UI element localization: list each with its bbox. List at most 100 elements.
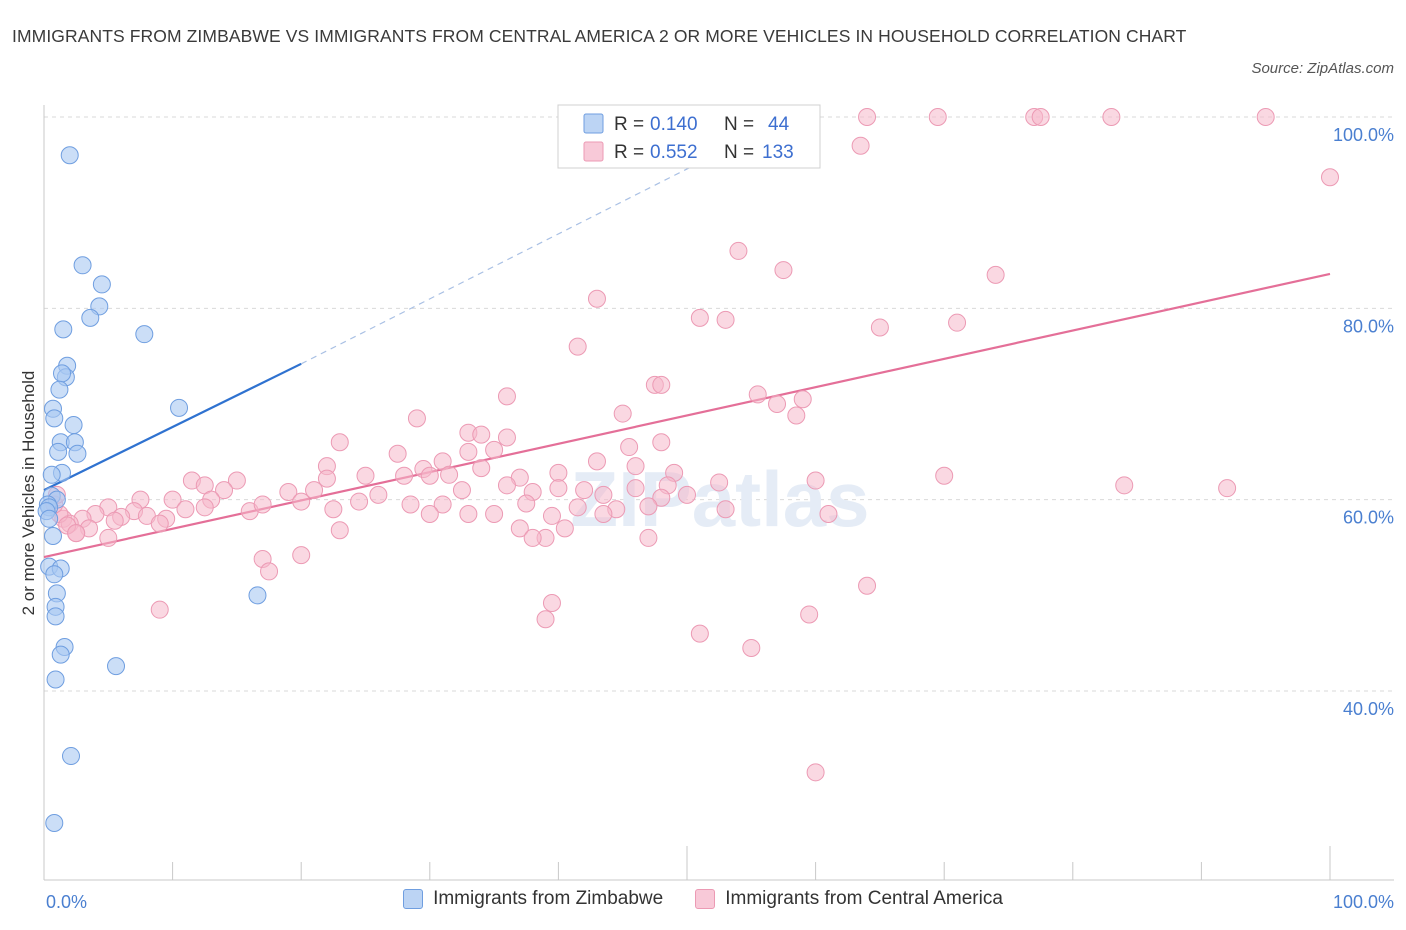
point-central-america: [292, 546, 311, 565]
point-central-america: [459, 505, 478, 524]
point-central-america: [858, 576, 877, 595]
point-central-america: [485, 440, 504, 459]
point-central-america: [986, 265, 1005, 284]
point-central-america: [870, 318, 889, 337]
point-central-america: [440, 465, 459, 484]
x-tick-label: 100.0%: [1333, 892, 1394, 912]
point-central-america: [317, 469, 336, 488]
point-zimbabwe: [92, 275, 111, 294]
point-central-america: [575, 481, 594, 500]
point-central-america: [1256, 108, 1275, 126]
point-central-america: [594, 505, 613, 524]
point-central-america: [420, 466, 439, 485]
point-zimbabwe: [135, 325, 154, 344]
point-zimbabwe: [170, 398, 189, 417]
point-central-america: [395, 466, 414, 485]
point-central-america: [150, 514, 169, 533]
point-central-america: [652, 433, 671, 452]
legend-r-value-2: 0.552: [650, 142, 698, 163]
point-central-america: [858, 108, 877, 126]
point-central-america: [536, 610, 555, 629]
point-central-america: [935, 466, 954, 485]
point-central-america: [472, 459, 491, 478]
point-central-america: [594, 485, 613, 504]
legend-n-value-1: 44: [768, 114, 790, 135]
y-tick-label: 60.0%: [1343, 508, 1394, 528]
point-zimbabwe: [46, 670, 65, 689]
point-central-america: [555, 519, 574, 538]
point-zimbabwe: [46, 607, 65, 626]
point-central-america: [774, 261, 793, 280]
point-central-america: [459, 442, 478, 461]
point-central-america: [523, 528, 542, 547]
point-central-america: [806, 471, 825, 490]
point-central-america: [472, 425, 491, 444]
point-zimbabwe: [53, 364, 72, 383]
point-central-america: [1218, 479, 1237, 498]
point-central-america: [1031, 108, 1050, 126]
point-central-america: [626, 479, 645, 498]
point-central-america: [176, 500, 195, 519]
point-central-america: [613, 404, 632, 423]
legend-n-label-2: N =: [724, 142, 754, 163]
point-zimbabwe: [40, 509, 59, 528]
legend-swatch-central-america: [583, 141, 604, 162]
point-central-america: [105, 511, 124, 530]
point-central-america: [305, 481, 324, 500]
point-central-america: [800, 605, 819, 624]
point-zimbabwe: [62, 747, 81, 766]
point-central-america: [497, 387, 516, 406]
point-central-america: [517, 494, 536, 513]
point-central-america: [356, 466, 375, 485]
point-central-america: [292, 492, 311, 511]
legend-swatch-pink: [695, 889, 716, 909]
point-central-america: [1102, 108, 1121, 126]
bottom-legend-label-zimbabwe: Immigrants from Zimbabwe: [433, 888, 664, 909]
point-central-america: [768, 395, 787, 413]
point-central-america: [678, 485, 696, 504]
point-zimbabwe: [49, 442, 68, 461]
point-zimbabwe: [64, 416, 83, 435]
y-tick-label: 100.0%: [1333, 125, 1394, 145]
point-zimbabwe: [107, 657, 126, 676]
point-zimbabwe: [73, 256, 92, 275]
x-tick-label: 0.0%: [46, 892, 87, 912]
point-central-america: [163, 490, 182, 509]
point-central-america: [150, 600, 169, 619]
trendline-zimbabwe: [43, 362, 302, 492]
legend-r-label-1: R =: [614, 114, 644, 135]
gridlines: [44, 116, 1394, 692]
point-central-america: [620, 438, 639, 457]
point-central-america: [652, 375, 671, 394]
legend-r-value-1: 0.140: [650, 114, 698, 135]
bottom-legend-item-zimbabwe: Immigrants from Zimbabwe: [403, 888, 663, 910]
point-central-america: [542, 593, 561, 612]
point-zimbabwe: [45, 409, 64, 428]
point-central-america: [710, 473, 729, 492]
point-zimbabwe: [54, 320, 73, 339]
legend-swatch-blue: [403, 889, 424, 909]
point-central-america: [67, 524, 86, 543]
legend-n-label-1: N =: [724, 114, 754, 135]
point-central-america: [407, 409, 426, 428]
point-central-america: [948, 313, 967, 332]
point-central-america: [742, 638, 761, 657]
point-central-america: [716, 310, 735, 329]
point-central-america: [806, 763, 825, 782]
chart-title: IMMIGRANTS FROM ZIMBABWE VS IMMIGRANTS F…: [12, 26, 1187, 46]
point-central-america: [639, 528, 658, 547]
point-central-america: [587, 289, 606, 308]
source-label: Source: ZipAtlas.com: [1251, 60, 1394, 77]
point-zimbabwe: [51, 645, 70, 664]
point-central-america: [819, 505, 838, 524]
point-central-america: [1115, 476, 1134, 495]
point-zimbabwe: [44, 527, 63, 546]
point-central-america: [652, 488, 671, 507]
point-central-america: [587, 452, 606, 471]
point-central-america: [215, 481, 234, 500]
point-zimbabwe: [68, 444, 87, 463]
point-central-america: [729, 241, 748, 260]
point-central-america: [330, 521, 349, 540]
point-central-america: [497, 428, 516, 447]
